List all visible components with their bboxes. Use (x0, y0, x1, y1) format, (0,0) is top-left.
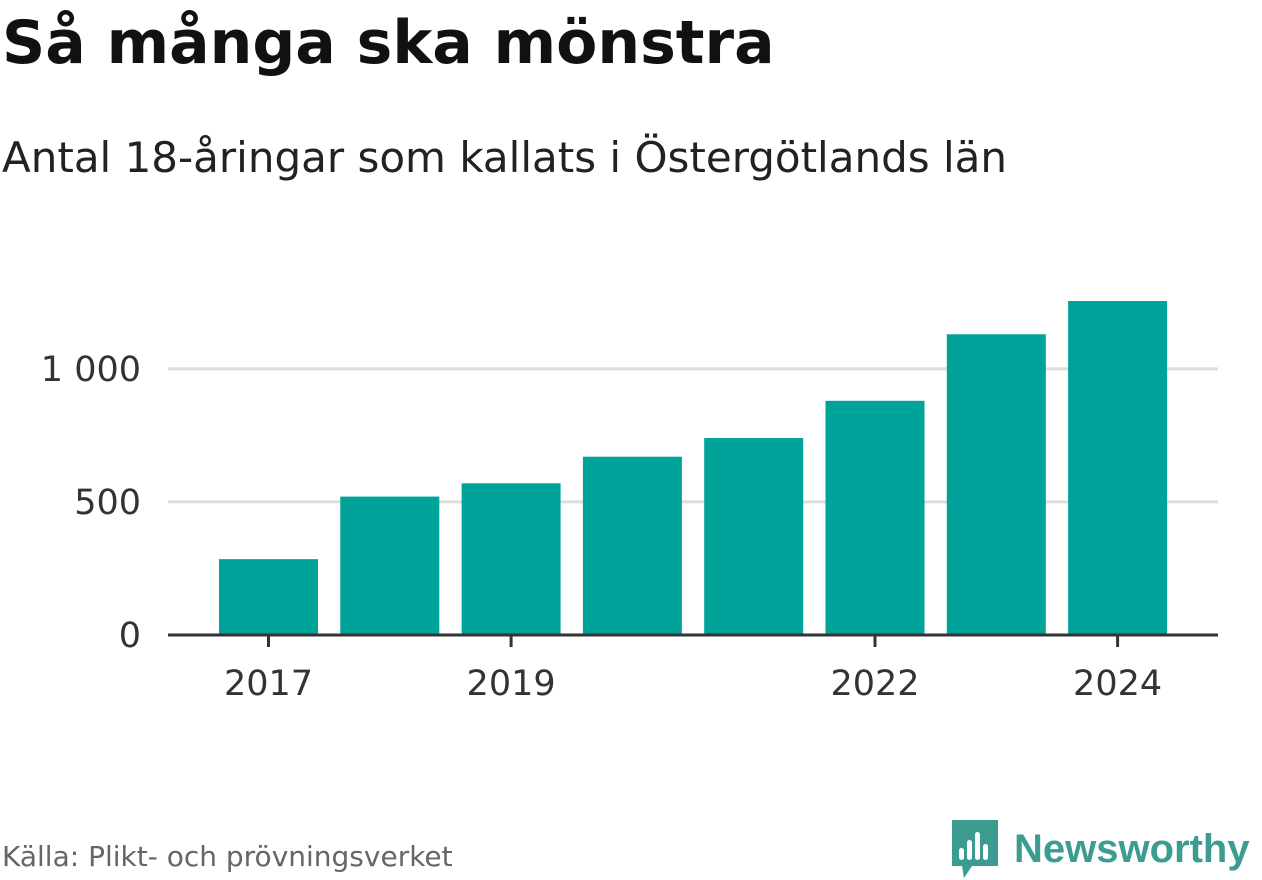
x-axis (168, 633, 1218, 647)
y-tick-label: 0 (119, 616, 141, 656)
brand-logo: Newsworthy (950, 818, 1250, 880)
bar-2018 (340, 496, 440, 635)
tick-labels: 0 500 1 000 2017 2019 2022 2024 (41, 350, 1162, 704)
bar-2021 (704, 438, 804, 635)
x-tick-label: 2017 (224, 664, 313, 704)
chart-title: Så många ska mönstra (2, 8, 775, 78)
bar-2024 (1068, 301, 1168, 635)
bar-2022 (825, 400, 925, 635)
bars (219, 301, 1168, 635)
bar-2019 (461, 483, 561, 635)
newsworthy-logo-icon (952, 820, 998, 878)
x-tick-label: 2022 (830, 664, 919, 704)
y-tick-label: 1 000 (41, 350, 141, 390)
source-note: Källa: Plikt- och prövningsverket (2, 840, 453, 873)
brand-name: Newsworthy (1014, 826, 1250, 871)
gridlines (168, 367, 1218, 504)
bar-2020 (582, 456, 682, 635)
chart-subtitle: Antal 18-åringar som kallats i Östergötl… (2, 133, 1007, 182)
bar-2017 (219, 559, 318, 635)
x-tick-label: 2019 (467, 664, 556, 704)
bar-2023 (946, 334, 1046, 635)
y-tick-label: 500 (74, 483, 141, 523)
x-tick-label: 2024 (1073, 664, 1162, 704)
